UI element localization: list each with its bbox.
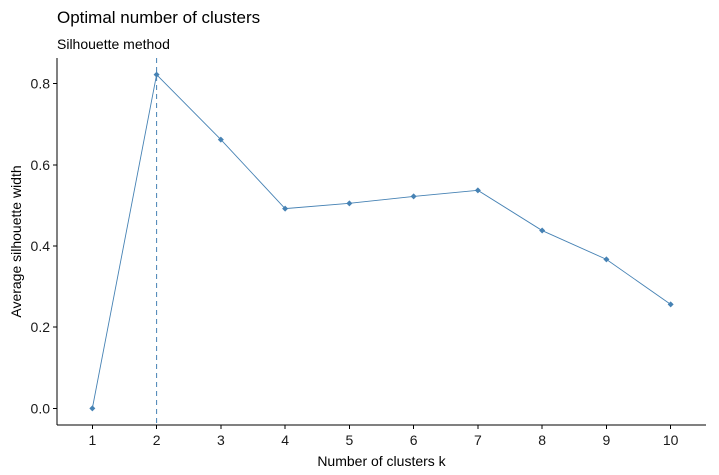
x-tick-label: 7: [474, 432, 482, 448]
data-point: [346, 200, 353, 207]
y-tick-label: 0.8: [31, 76, 51, 92]
x-tick-label: 1: [88, 432, 96, 448]
y-tick-label: 0.0: [31, 400, 51, 416]
x-tick-label: 2: [153, 432, 161, 448]
series-line: [91, 73, 671, 409]
x-tick-label: 6: [410, 432, 418, 448]
data-point: [410, 193, 417, 200]
y-tick-label: 0.4: [31, 238, 51, 254]
data-point: [667, 301, 674, 308]
y-axis-title: Average silhouette width: [8, 165, 24, 317]
data-point: [89, 405, 96, 412]
y-tick-label: 0.2: [31, 319, 51, 335]
x-tick-label: 3: [217, 432, 225, 448]
plot-area: 0.0 0.2 0.4 0.6 0.8 1 2 3 4 5 6 7 8 9 10: [31, 58, 706, 448]
chart-title: Optimal number of clusters: [57, 8, 260, 27]
x-tick-label: 5: [345, 432, 353, 448]
data-point: [539, 227, 546, 234]
data-point: [282, 205, 289, 212]
data-point: [603, 256, 610, 263]
y-tick-label: 0.6: [31, 157, 51, 173]
x-tick-label: 9: [603, 432, 611, 448]
x-tick-label: 10: [663, 432, 679, 448]
data-point: [217, 136, 224, 143]
x-axis-title: Number of clusters k: [317, 453, 446, 469]
data-point: [153, 71, 160, 78]
data-point: [474, 187, 481, 194]
chart-subtitle: Silhouette method: [57, 36, 170, 52]
x-tick-label: 8: [538, 432, 546, 448]
x-tick-label: 4: [281, 432, 289, 448]
